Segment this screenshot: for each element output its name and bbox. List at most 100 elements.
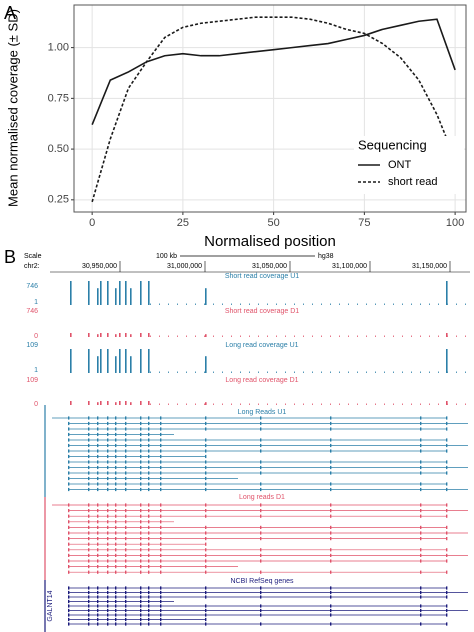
exon — [107, 443, 109, 448]
coverage-noise — [213, 403, 214, 405]
track-title: NCBI RefSeq genes — [230, 578, 294, 585]
exon — [125, 465, 127, 470]
coverage-spike — [148, 401, 150, 405]
exon — [420, 449, 422, 453]
exon — [148, 432, 150, 437]
coverage-spike — [97, 334, 99, 337]
coverage-spike — [97, 288, 99, 305]
coverage-noise — [168, 335, 169, 337]
coverage-spike — [130, 402, 132, 405]
exon — [148, 471, 150, 475]
exon — [446, 460, 448, 464]
exon — [260, 525, 262, 529]
exon — [140, 421, 142, 426]
exon — [140, 438, 142, 442]
exon — [446, 471, 448, 475]
exon — [125, 570, 127, 574]
exon — [205, 617, 207, 622]
exon — [140, 525, 142, 529]
track-min: 0 — [34, 333, 38, 340]
exon — [148, 590, 150, 595]
exon — [260, 531, 262, 535]
exon — [420, 482, 422, 486]
exon — [420, 471, 422, 475]
gene-name: GALNT14 — [47, 590, 54, 621]
exon — [205, 525, 207, 529]
exon — [205, 531, 207, 535]
exon — [205, 559, 207, 563]
exon — [420, 595, 422, 599]
exon — [107, 548, 109, 552]
ruler-label: 31,100,000 — [332, 263, 367, 270]
coverage-noise — [267, 371, 268, 373]
exon — [140, 482, 142, 486]
exon — [148, 559, 150, 563]
exon — [330, 503, 332, 507]
exon — [148, 565, 150, 569]
coverage-noise — [231, 403, 232, 405]
coverage-spike — [115, 288, 117, 305]
exon — [88, 427, 90, 431]
exon — [88, 438, 90, 442]
exon — [97, 586, 99, 590]
coverage-noise — [267, 335, 268, 337]
exon — [160, 416, 162, 420]
coverage-noise — [402, 403, 403, 405]
coverage-noise — [276, 371, 277, 373]
coverage-noise — [186, 303, 187, 305]
x-tick-label: 75 — [358, 217, 370, 229]
coverage-noise — [159, 371, 160, 373]
exon — [107, 438, 109, 442]
exon — [88, 553, 90, 557]
exon — [260, 537, 262, 541]
exon — [205, 449, 207, 453]
exon — [205, 454, 207, 459]
coverage-noise — [357, 371, 358, 373]
coverage-noise — [438, 403, 439, 405]
exon — [115, 503, 117, 507]
exon — [115, 553, 117, 557]
coverage-spike — [446, 333, 448, 337]
coverage-spike — [140, 281, 142, 305]
exon — [115, 570, 117, 574]
exon — [97, 599, 99, 604]
exon — [115, 476, 117, 481]
coverage-spike — [107, 349, 109, 373]
coverage-noise — [240, 303, 241, 305]
exon — [160, 465, 162, 470]
coverage-spike — [125, 401, 127, 405]
exon — [107, 613, 109, 617]
exon — [125, 460, 127, 464]
coverage-noise — [348, 303, 349, 305]
coverage-noise — [303, 303, 304, 305]
exon — [148, 537, 150, 541]
exon — [148, 570, 150, 574]
exon — [97, 427, 99, 431]
exon — [88, 503, 90, 507]
exon — [115, 531, 117, 535]
exon — [205, 471, 207, 475]
coverage-spike — [70, 349, 72, 373]
exon — [148, 427, 150, 431]
exon — [446, 482, 448, 486]
exon — [140, 617, 142, 622]
plot-border — [73, 4, 467, 213]
exon — [260, 595, 262, 599]
exon — [160, 531, 162, 535]
coverage-noise — [294, 403, 295, 405]
exon — [88, 622, 90, 626]
coverage-noise — [150, 403, 151, 405]
coverage-spike — [115, 402, 117, 405]
exon — [68, 537, 70, 541]
exon — [115, 586, 117, 590]
coverage-noise — [465, 403, 466, 405]
exon — [107, 416, 109, 420]
coverage-noise — [222, 335, 223, 337]
exon — [205, 509, 207, 513]
exon — [125, 432, 127, 437]
exon — [68, 525, 70, 529]
exon — [330, 548, 332, 552]
coverage-spike — [140, 333, 142, 337]
exon — [260, 487, 262, 492]
exon — [420, 525, 422, 529]
